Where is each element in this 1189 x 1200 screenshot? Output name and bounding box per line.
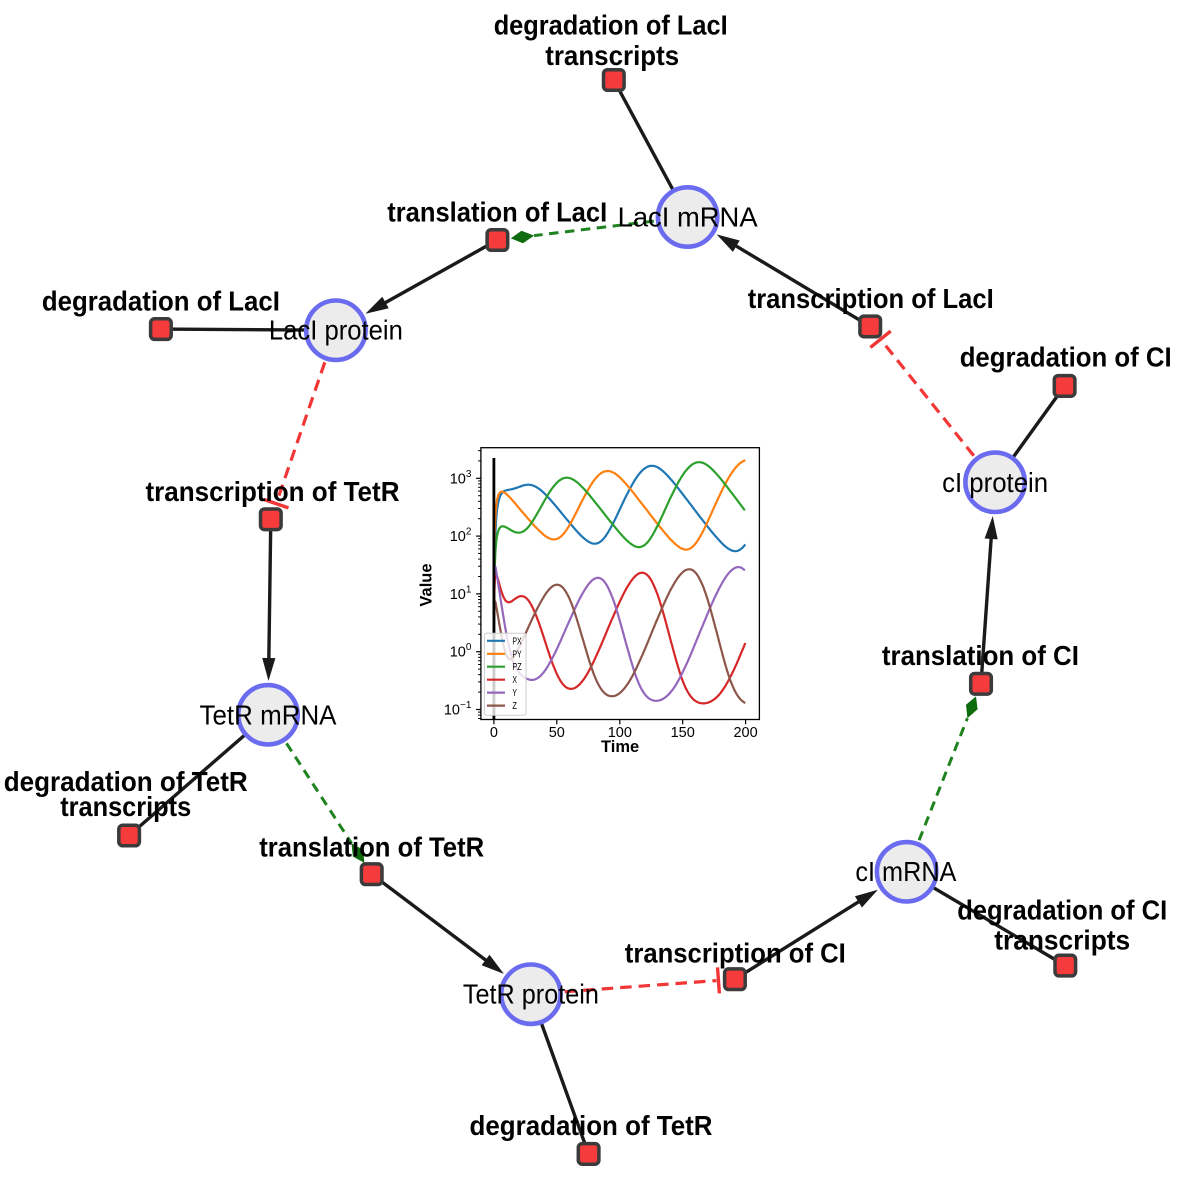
- svg-text:degradation of TetR: degradation of TetR: [4, 766, 248, 797]
- svg-text:TetR mRNA: TetR mRNA: [200, 699, 337, 730]
- svg-text:translation of LacI: translation of LacI: [387, 196, 607, 227]
- svg-text:transcripts: transcripts: [60, 791, 191, 822]
- svg-text:200: 200: [733, 725, 757, 741]
- svg-text:degradation of LacI: degradation of LacI: [494, 10, 728, 41]
- svg-text:degradation of LacI: degradation of LacI: [42, 285, 280, 316]
- svg-text:PX: PX: [512, 636, 522, 647]
- svg-text:transcription of LacI: transcription of LacI: [748, 283, 994, 314]
- svg-text:PY: PY: [512, 649, 522, 660]
- svg-text:degradation of CI: degradation of CI: [957, 895, 1167, 926]
- svg-text:transcription of CI: transcription of CI: [625, 938, 846, 969]
- svg-text:100: 100: [608, 725, 632, 741]
- svg-text:Y: Y: [512, 688, 517, 699]
- svg-text:0: 0: [490, 725, 498, 741]
- svg-text:50: 50: [549, 725, 565, 741]
- svg-text:PZ: PZ: [512, 662, 521, 673]
- svg-text:150: 150: [671, 725, 695, 741]
- svg-text:degradation of TetR: degradation of TetR: [470, 1110, 713, 1141]
- svg-text:LacI protein: LacI protein: [269, 315, 403, 346]
- svg-text:Value: Value: [418, 563, 436, 606]
- svg-text:transcription of TetR: transcription of TetR: [146, 476, 400, 507]
- svg-text:TetR protein: TetR protein: [463, 979, 599, 1010]
- svg-text:cI protein: cI protein: [942, 467, 1048, 498]
- svg-text:LacI mRNA: LacI mRNA: [618, 202, 758, 233]
- svg-text:translation of TetR: translation of TetR: [259, 832, 484, 863]
- svg-text:degradation of CI: degradation of CI: [960, 342, 1172, 373]
- svg-text:cI mRNA: cI mRNA: [855, 856, 956, 887]
- svg-text:Z: Z: [512, 701, 517, 712]
- svg-text:translation of CI: translation of CI: [882, 640, 1079, 671]
- svg-text:X: X: [512, 675, 517, 686]
- svg-text:Time: Time: [601, 738, 639, 756]
- svg-text:transcripts: transcripts: [994, 924, 1130, 955]
- svg-text:transcripts: transcripts: [545, 40, 679, 71]
